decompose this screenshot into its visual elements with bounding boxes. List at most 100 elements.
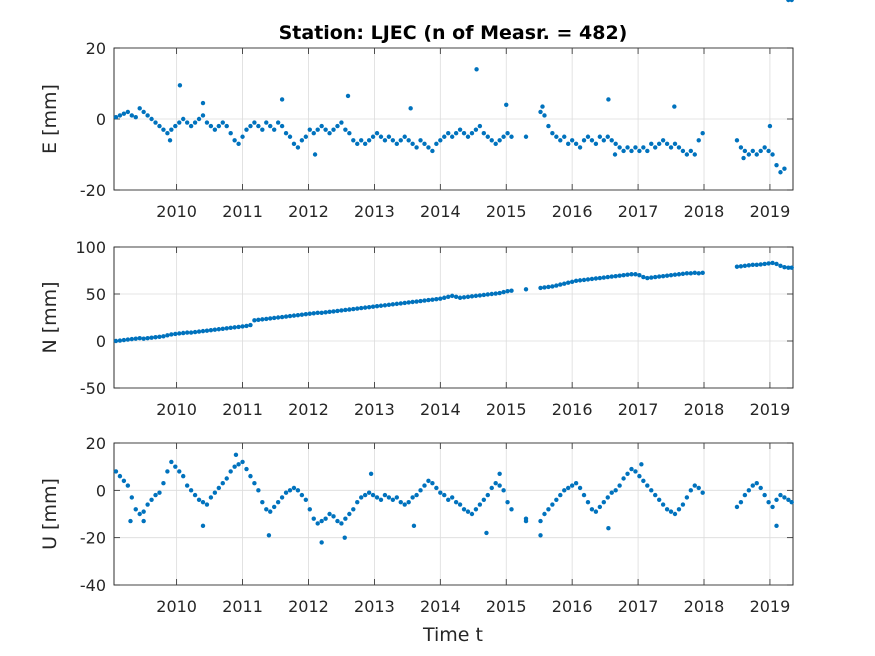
data-point [546, 284, 551, 290]
data-point [343, 127, 348, 132]
data-point [378, 303, 384, 308]
data-point [410, 495, 415, 500]
data-point [378, 497, 384, 502]
data-point [601, 138, 607, 143]
data-point [633, 272, 638, 277]
data-point [192, 492, 198, 498]
data-point [489, 138, 494, 143]
data-point [501, 289, 506, 295]
data-point [766, 148, 771, 154]
data-point [141, 518, 146, 524]
data-point [676, 507, 682, 512]
data-point [184, 120, 190, 125]
data-point [362, 492, 368, 498]
data-point [299, 492, 305, 498]
data-point [319, 540, 324, 545]
data-point [581, 492, 587, 498]
data-point [386, 495, 392, 500]
data-point [672, 141, 678, 147]
data-point [283, 314, 289, 319]
data-point [762, 492, 767, 498]
data-point [558, 492, 563, 498]
data-point [177, 83, 183, 88]
data-point [327, 131, 332, 136]
data-point [362, 141, 368, 147]
data-point [489, 485, 494, 491]
data-point [742, 148, 748, 154]
data-point [442, 134, 447, 139]
y-axis-label: E [mm] [39, 84, 61, 154]
data-point [688, 488, 694, 493]
data-point [473, 507, 479, 512]
data-point [398, 301, 403, 306]
data-point [477, 293, 483, 298]
data-point [173, 123, 178, 129]
data-point [165, 131, 170, 136]
data-point [692, 152, 697, 157]
data-point [538, 285, 543, 291]
data-point [742, 263, 748, 268]
data-point [605, 134, 610, 139]
data-point [129, 336, 134, 342]
data-point [402, 300, 407, 306]
data-point [668, 145, 674, 150]
x-tick-label: 2016 [552, 400, 593, 419]
data-point [307, 127, 312, 132]
data-point [319, 310, 324, 315]
data-point [465, 509, 471, 514]
data-point [477, 123, 483, 129]
data-point [228, 469, 233, 474]
data-point [291, 141, 297, 147]
data-point [232, 138, 237, 143]
data-point [410, 141, 415, 147]
data-point [406, 138, 411, 143]
x-tick-label: 2013 [354, 597, 395, 616]
data-point [684, 152, 690, 157]
data-point [609, 138, 614, 143]
data-point [562, 488, 567, 493]
data-point [414, 492, 419, 498]
data-point [224, 123, 229, 129]
data-point [593, 276, 599, 281]
data-point [465, 294, 471, 300]
data-point [252, 318, 257, 323]
data-point [546, 507, 551, 512]
data-point [295, 312, 301, 318]
data-point [741, 155, 746, 161]
data-point [339, 308, 344, 313]
data-point [133, 336, 138, 341]
data-point [617, 145, 622, 150]
data-point [509, 507, 514, 512]
data-point [601, 275, 607, 280]
data-point [501, 134, 506, 139]
data-point [754, 152, 759, 157]
data-point [410, 299, 415, 305]
axes-frame [113, 246, 794, 389]
data-point [319, 518, 324, 524]
data-point [355, 306, 360, 311]
data-point [597, 275, 603, 281]
data-point [167, 138, 173, 143]
x-tick-label: 2019 [750, 202, 791, 221]
data-point [224, 326, 229, 331]
data-point [566, 485, 571, 491]
data-point [446, 497, 451, 502]
data-point [311, 131, 316, 136]
data-point [493, 481, 498, 486]
data-point [414, 145, 419, 150]
data-point [453, 499, 459, 505]
data-point [569, 483, 575, 488]
data-point [200, 523, 206, 529]
data-point [303, 312, 309, 317]
axes-frame [113, 47, 794, 191]
data-point [153, 120, 158, 125]
data-point [408, 106, 413, 111]
y-tick-label: 100 [75, 238, 106, 257]
data-point [700, 270, 705, 276]
data-point [438, 490, 443, 495]
data-point [291, 313, 297, 318]
data-point [746, 488, 752, 493]
axes-frame [113, 442, 794, 586]
data-point [368, 471, 374, 476]
